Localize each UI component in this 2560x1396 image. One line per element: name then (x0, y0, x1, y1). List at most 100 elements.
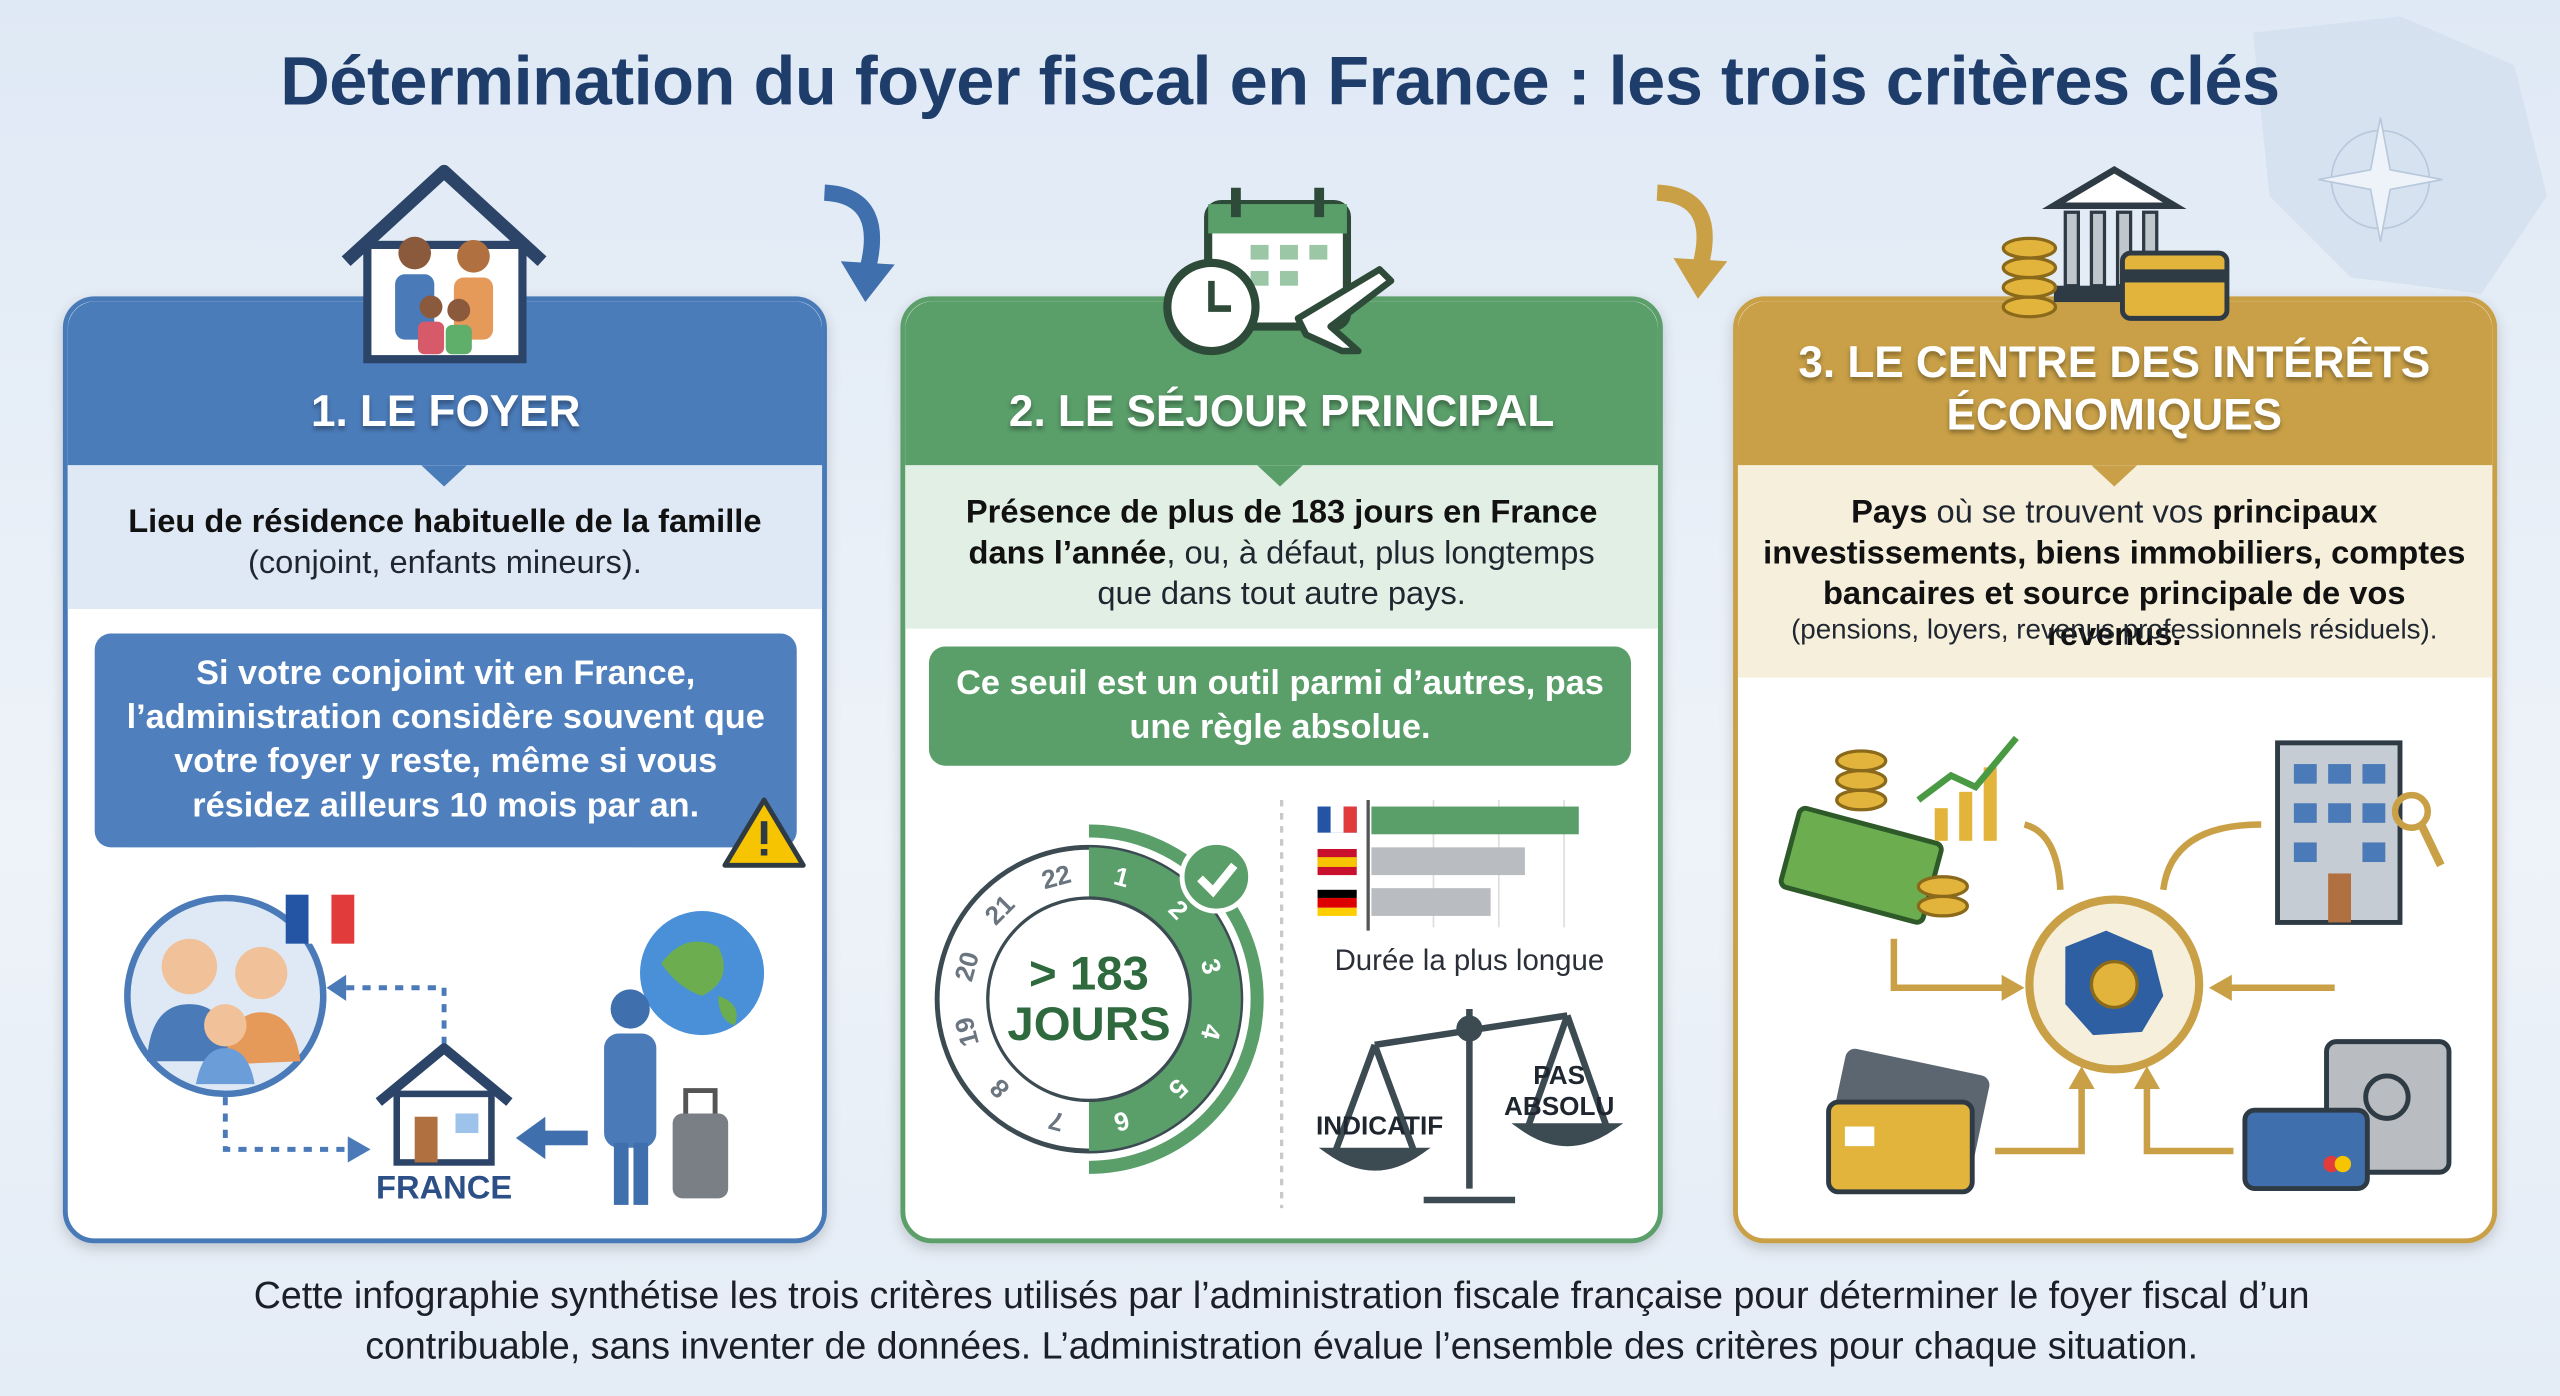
decoration (1317, 857, 1357, 867)
decoration (204, 1004, 247, 1047)
decoration (1371, 847, 1525, 876)
dotted-arrow (222, 1097, 352, 1152)
decoration (1835, 749, 1969, 918)
decoration (2328, 764, 2352, 784)
decoration (2293, 764, 2386, 863)
decoration (604, 1033, 657, 1148)
decoration (1737, 301, 2493, 466)
decoration (2133, 1066, 2160, 1089)
decoration (1844, 1126, 1875, 1147)
decoration (1371, 888, 1491, 916)
decoration (2143, 1085, 2234, 1155)
arrow-head (840, 261, 895, 303)
card-3 (1733, 296, 2498, 1244)
decoration (445, 324, 472, 355)
decoration (928, 646, 1632, 766)
decoration (2089, 210, 2107, 288)
traveler (604, 911, 765, 1205)
decoration (417, 321, 445, 355)
decoration (760, 848, 768, 856)
decoration (67, 301, 823, 466)
decoration (2001, 236, 2058, 319)
decoration (2334, 1155, 2352, 1173)
card-heading: 2. LE SÉJOUR PRINCIPAL (1008, 386, 1555, 436)
decoration (67, 465, 823, 609)
building-icon (2275, 740, 2445, 925)
compass (2318, 117, 2443, 242)
decoration (613, 1142, 629, 1205)
decoration (1371, 806, 1579, 835)
decoration (1934, 767, 1997, 841)
decoration (672, 1113, 729, 1199)
decoration (1737, 465, 2493, 678)
decoration (414, 1116, 438, 1163)
cards-icon (1826, 1048, 1990, 1195)
decoration (1250, 271, 1269, 286)
decoration (1890, 938, 2005, 992)
decoration (455, 1113, 479, 1134)
card-heading: 1. LE FOYER (310, 386, 581, 436)
flow-arrowheads (2001, 974, 2232, 1089)
decoration (1208, 280, 1232, 312)
decoration (1314, 187, 1325, 218)
decoration (2063, 210, 2080, 288)
card-description: Lieu de résidence habituelle de la famil… (98, 503, 792, 585)
decoration (2001, 974, 2025, 1001)
decoration (1511, 1123, 1624, 1146)
decoration (1343, 806, 1357, 833)
decoration (905, 301, 1658, 466)
decoration (1317, 897, 1357, 908)
decoration (2119, 250, 2230, 321)
decoration (398, 236, 432, 270)
decoration (235, 946, 288, 1000)
decoration (1916, 875, 1969, 898)
dial-number: 6 (1111, 1105, 1133, 1138)
decoration (347, 1136, 371, 1163)
card-description: Pays où se trouvent vos principaux inves… (1755, 493, 2473, 656)
decoration (1916, 894, 1969, 918)
decoration (2318, 117, 2443, 242)
decoration (515, 1116, 546, 1160)
decoration (1179, 839, 1254, 914)
dial-number: 20 (948, 949, 984, 985)
decoration (1934, 808, 1948, 841)
family-illustration (124, 894, 355, 1098)
decoration (375, 1043, 513, 1106)
decoration (610, 989, 650, 1029)
text-segment: où se trouvent vos (1927, 494, 2213, 531)
decoration (1835, 788, 1888, 812)
decoration (633, 1142, 649, 1205)
decoration (760, 821, 768, 845)
decoration (1456, 1015, 1483, 1042)
decoration (661, 941, 737, 1026)
page-title: Détermination du foyer fiscal en France … (280, 42, 2280, 120)
decoration (2122, 269, 2227, 283)
decoration (1197, 862, 1238, 898)
bars-label: Durée la plus longue (1334, 943, 1605, 977)
arrow-connector (1656, 184, 1713, 277)
decoration (447, 298, 471, 322)
decoration (2001, 256, 2058, 280)
decoration (1279, 244, 1298, 260)
scale-label: INDICATIF (1315, 1113, 1444, 1142)
decoration (2293, 842, 2317, 863)
text-segment: principaux investissements, biens immobi… (1763, 494, 2466, 654)
arrow-head (1673, 257, 1728, 299)
house-label: FRANCE (376, 1170, 513, 1207)
decoration (453, 277, 494, 340)
house-family-icon (341, 164, 547, 364)
decoration (2160, 821, 2262, 891)
decoration (2362, 764, 2386, 784)
decoration (2001, 236, 2058, 260)
decoration (161, 938, 218, 995)
flow-arrows (1890, 821, 2335, 1155)
dotted-arrow (342, 985, 447, 1045)
decoration (1250, 244, 1269, 260)
decoration (2091, 465, 2138, 487)
economic-hub (2025, 895, 2204, 1074)
decoration (1257, 465, 1303, 487)
day-dial (934, 824, 1264, 1174)
